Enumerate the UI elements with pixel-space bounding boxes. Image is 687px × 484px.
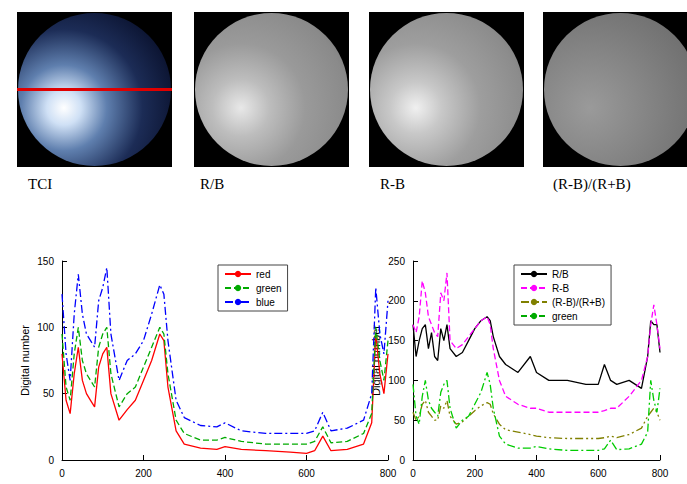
svg-text:green: green	[256, 283, 282, 294]
html-text:TCI: TCI	[28, 176, 53, 192]
svg-text:blue: blue	[256, 297, 275, 308]
svg-text:50: 50	[394, 415, 406, 426]
svg-text:800: 800	[380, 468, 397, 479]
svg-text:200: 200	[388, 295, 405, 306]
svg-text:50: 50	[43, 388, 55, 399]
svg-text:600: 600	[590, 468, 607, 479]
svg-text:0: 0	[59, 468, 65, 479]
svg-text:Digital number: Digital number	[369, 325, 382, 396]
svg-text:400: 400	[528, 468, 545, 479]
html-text:R-B: R-B	[380, 176, 405, 192]
svg-text:Digital number: Digital number	[19, 325, 31, 396]
html-text:(R-B)/(R+B): (R-B)/(R+B)	[553, 176, 631, 192]
svg-text:800: 800	[652, 468, 669, 479]
svg-text:0: 0	[410, 468, 416, 479]
svg-text:400: 400	[217, 468, 234, 479]
svg-text:200: 200	[466, 468, 483, 479]
svg-text:(R-B)/(R+B): (R-B)/(R+B)	[552, 297, 605, 308]
svg-text:250: 250	[388, 256, 405, 267]
svg-text:200: 200	[135, 468, 152, 479]
svg-text:R/B: R/B	[552, 269, 569, 280]
svg-text:0: 0	[399, 455, 405, 466]
svg-text:R-B: R-B	[552, 283, 570, 294]
svg-text:red: red	[256, 269, 270, 280]
svg-text:150: 150	[37, 256, 54, 267]
svg-text:150: 150	[388, 335, 405, 346]
html-text:R/B: R/B	[200, 176, 225, 192]
svg-text:0: 0	[48, 455, 54, 466]
svg-text:green: green	[552, 311, 578, 322]
svg-text:100: 100	[388, 375, 405, 386]
svg-text:100: 100	[37, 322, 54, 333]
svg-text:600: 600	[298, 468, 315, 479]
